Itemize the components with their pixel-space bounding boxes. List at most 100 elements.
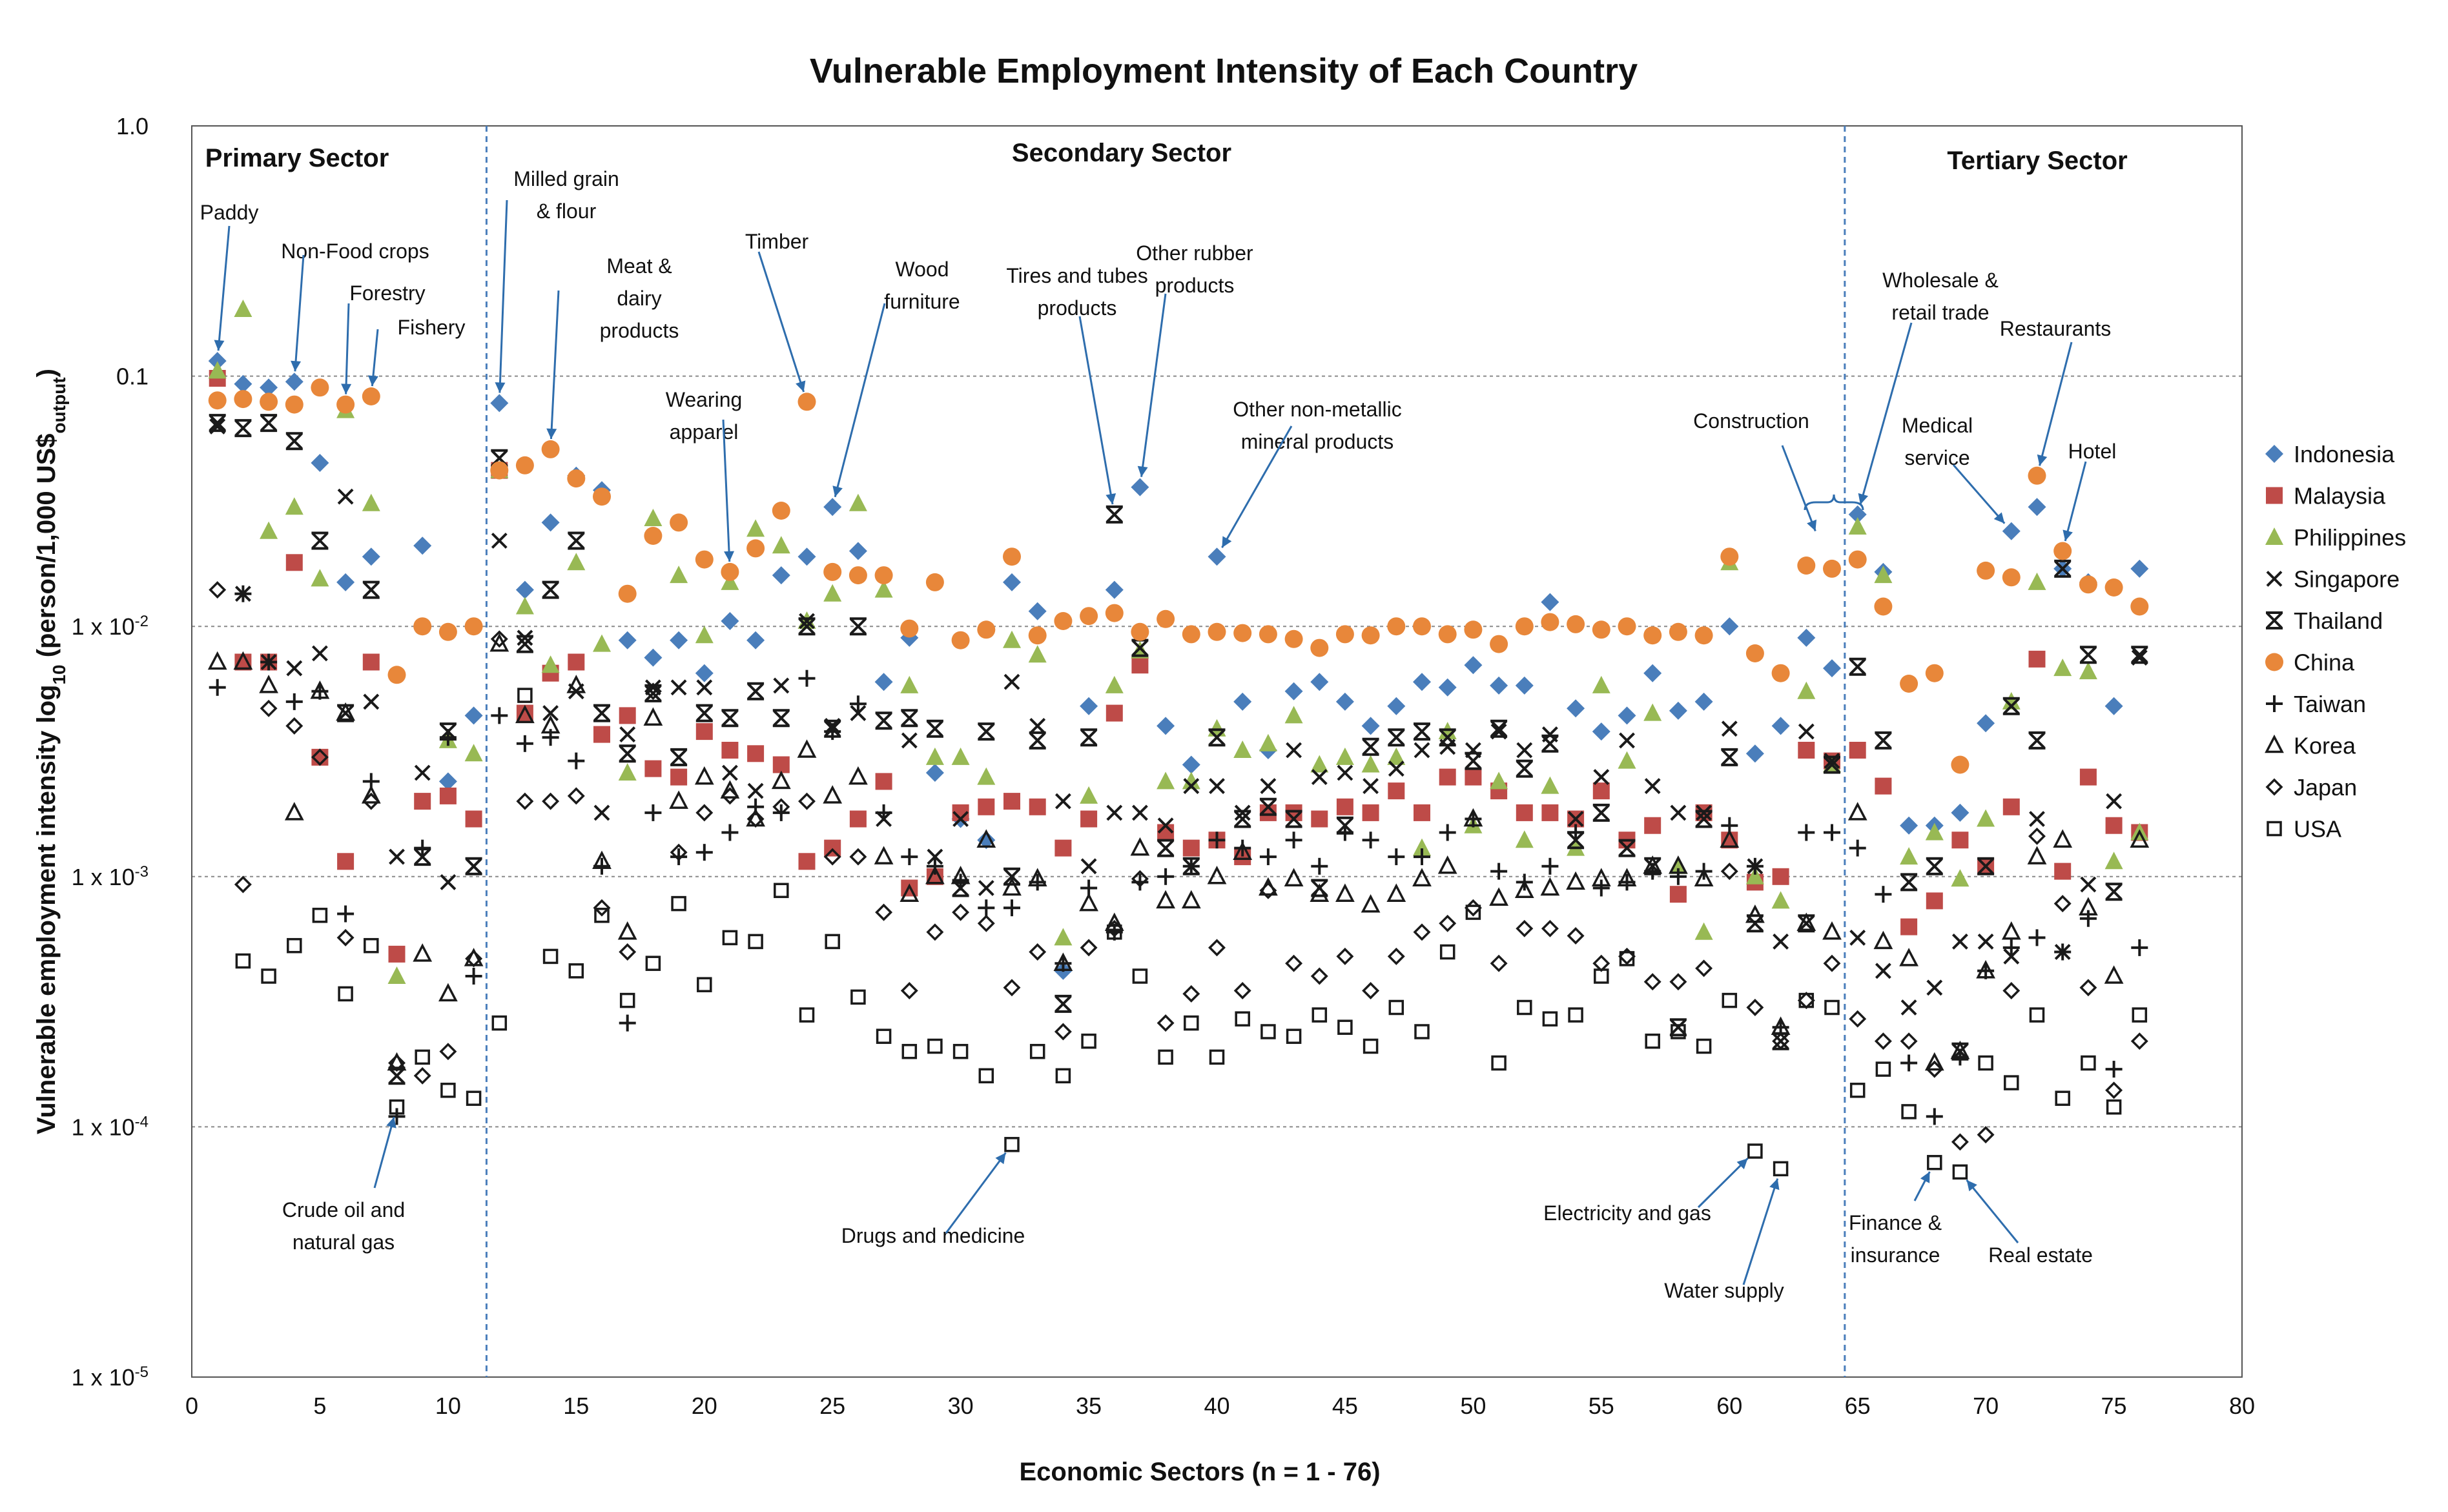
data-point xyxy=(517,629,533,646)
data-point xyxy=(618,763,637,781)
data-point xyxy=(799,613,815,629)
data-point xyxy=(1438,625,1457,644)
data-point xyxy=(1362,982,1380,999)
data-point xyxy=(567,553,586,571)
data-point xyxy=(1079,892,1098,912)
data-point xyxy=(1515,830,1534,848)
data-point xyxy=(1567,811,1584,827)
data-point xyxy=(464,744,483,762)
data-point xyxy=(1054,839,1072,857)
annotation: Medical service xyxy=(1902,414,2006,524)
data-point xyxy=(876,1028,892,1044)
data-point xyxy=(592,850,612,870)
annotation: Forestry xyxy=(341,281,426,394)
data-point xyxy=(2054,863,2072,880)
data-point xyxy=(1080,786,1098,804)
data-point xyxy=(747,782,764,799)
data-point xyxy=(439,1043,457,1061)
data-point xyxy=(1131,870,1149,888)
annotation-text: Other rubber products xyxy=(1136,241,1253,297)
data-point xyxy=(1669,886,1687,903)
data-point xyxy=(722,930,738,946)
data-point xyxy=(1515,617,1534,636)
data-point xyxy=(1080,858,1097,875)
data-point xyxy=(1722,992,1738,1008)
data-point xyxy=(1413,617,1431,636)
data-point xyxy=(825,934,840,950)
annotation-arrow-head xyxy=(1222,536,1232,548)
data-point xyxy=(823,785,843,804)
data-point xyxy=(1592,620,1610,639)
data-point xyxy=(1260,778,1277,795)
data-point xyxy=(1438,678,1457,697)
data-point xyxy=(364,937,379,954)
data-point xyxy=(1388,782,1405,800)
annotation-text: Drugs and medicine xyxy=(841,1224,1025,1247)
data-point xyxy=(1797,557,1816,575)
data-point xyxy=(669,790,688,809)
data-point xyxy=(1617,868,1637,886)
annotation-text: Hotel xyxy=(2068,440,2117,463)
data-point xyxy=(1054,994,1072,1013)
legend-item-japan: Japan xyxy=(2265,774,2357,801)
data-point xyxy=(1029,943,1047,961)
annotation-text: Fishery xyxy=(398,316,466,339)
data-point xyxy=(1209,1049,1225,1065)
data-point xyxy=(670,748,688,766)
annotation-arrow-line xyxy=(757,251,805,393)
annotation-text: Forestry xyxy=(349,281,425,305)
data-point xyxy=(1771,891,1790,909)
data-point xyxy=(772,566,790,585)
data-point xyxy=(2130,1032,2148,1050)
data-point xyxy=(566,675,586,693)
data-point xyxy=(1080,728,1098,747)
data-point xyxy=(874,673,893,691)
annotation-line: apparel xyxy=(670,420,739,444)
data-point xyxy=(438,983,458,1002)
data-point xyxy=(1260,1024,1276,1039)
y-tick-label: 1 x 10-5 xyxy=(72,1364,149,1391)
data-point xyxy=(1669,622,1687,641)
y-tick-label: 1.0 xyxy=(116,113,149,139)
x-tick-label: 45 xyxy=(1332,1393,1358,1419)
data-point xyxy=(312,908,328,923)
data-point xyxy=(1772,1032,1790,1050)
data-point xyxy=(925,573,944,591)
data-point xyxy=(1182,771,1200,790)
legend-label: Philippines xyxy=(2294,524,2406,551)
data-point xyxy=(1952,1164,1968,1180)
data-point xyxy=(1926,979,1943,996)
data-point xyxy=(542,705,559,722)
data-point xyxy=(1336,798,1353,815)
annotation-line: Hotel xyxy=(2068,440,2117,463)
data-point xyxy=(1157,817,1174,834)
data-point xyxy=(542,580,559,599)
data-point xyxy=(1233,841,1253,860)
data-points xyxy=(207,300,2150,1180)
data-point xyxy=(2106,793,2123,810)
data-point xyxy=(515,597,534,615)
data-point xyxy=(670,513,688,532)
annotation-arrow-head xyxy=(367,375,378,387)
data-point xyxy=(849,810,867,828)
chart-title: Vulnerable Employment Intensity of Each … xyxy=(810,52,1638,90)
data-point xyxy=(1978,1055,1993,1071)
data-point xyxy=(2079,646,2097,664)
data-point xyxy=(336,395,355,414)
data-point xyxy=(747,682,765,700)
data-point xyxy=(2004,1075,2019,1090)
data-point xyxy=(593,899,611,917)
data-point xyxy=(287,937,302,954)
data-point xyxy=(798,853,816,870)
data-point xyxy=(1439,768,1456,786)
data-point xyxy=(361,785,381,804)
annotation-arrow-line xyxy=(1966,1179,2019,1243)
data-point xyxy=(1874,1032,1892,1050)
data-point xyxy=(1720,863,1738,881)
annotation: Other rubber products xyxy=(1136,241,1253,477)
data-point xyxy=(951,866,971,884)
data-point xyxy=(2002,697,2020,715)
data-point xyxy=(413,943,433,962)
data-point xyxy=(439,787,457,804)
data-point xyxy=(1388,761,1404,777)
